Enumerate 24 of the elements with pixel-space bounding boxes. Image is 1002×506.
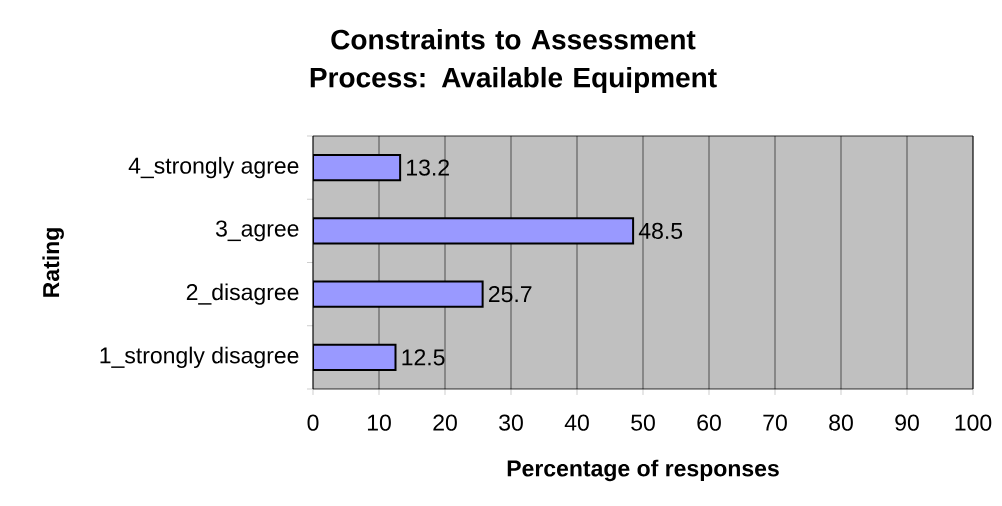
x-tick-label: 10 — [367, 414, 391, 431]
x-axis-title: Percentage of responses — [507, 459, 779, 482]
x-tick-label: 100 — [955, 414, 992, 431]
x-tick-label: 60 — [697, 414, 721, 431]
data-label: 12.5 — [402, 349, 445, 366]
y-tick-label: 3_agree — [215, 220, 299, 242]
y-tick-label: 1_strongly disagree — [100, 346, 299, 369]
x-tick-label: 80 — [829, 414, 853, 431]
y-axis-title: Rating — [42, 228, 64, 297]
data-label: 25.7 — [488, 285, 532, 303]
x-tick-label: 30 — [499, 414, 523, 431]
x-tick-label: 20 — [433, 414, 457, 431]
data-label: 48.5 — [638, 222, 683, 239]
y-tick-label: 2_disagree — [186, 283, 299, 305]
x-tick-label: 0 — [307, 414, 319, 431]
x-tick-label: 50 — [631, 414, 655, 431]
chart-title: Constraints to Assessment Process: Available Equipment — [310, 28, 717, 94]
x-tick-label: 40 — [564, 414, 589, 431]
x-tick-label: 70 — [763, 414, 787, 431]
x-tick-label: 90 — [895, 414, 919, 431]
y-tick-label: 4_strongly agree — [128, 156, 299, 179]
data-label: 13.2 — [407, 159, 449, 176]
bar — [313, 217, 635, 245]
bar — [313, 280, 484, 308]
